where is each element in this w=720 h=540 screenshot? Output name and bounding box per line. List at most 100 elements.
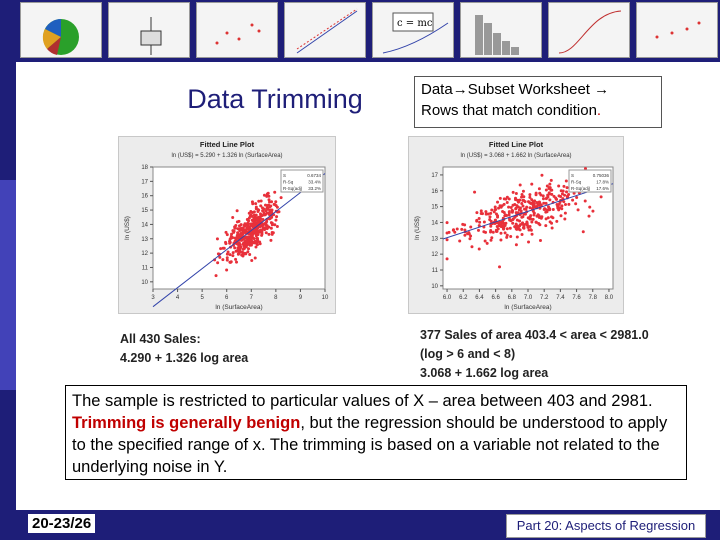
data-point (571, 198, 575, 202)
legend-stat-name: S (571, 173, 574, 178)
data-point (524, 207, 528, 211)
y-tick-label: 14 (431, 220, 438, 226)
x-tick-label: 6.8 (508, 295, 517, 301)
data-point (238, 235, 242, 239)
data-point (547, 187, 551, 191)
thumbnail-power-curve: c = mc (372, 2, 454, 58)
data-point (523, 200, 527, 204)
data-point (526, 225, 530, 229)
data-point (507, 205, 511, 209)
data-point (224, 230, 228, 234)
data-point (537, 200, 541, 204)
data-point (270, 200, 274, 204)
data-point (242, 231, 246, 235)
data-point (496, 214, 500, 218)
footer-label: Part 20: Aspects of Regression (506, 514, 706, 538)
data-point (497, 222, 501, 226)
data-point (559, 214, 563, 218)
data-point (238, 229, 242, 233)
data-point (248, 253, 252, 257)
data-point (520, 195, 524, 199)
data-point (489, 211, 493, 215)
x-tick-label: 6.2 (459, 295, 468, 301)
data-point (518, 198, 522, 202)
data-point (268, 217, 272, 221)
y-tick-label: 11 (432, 268, 439, 274)
data-point (520, 193, 524, 197)
data-point (273, 190, 277, 194)
data-point (274, 200, 278, 204)
data-point (256, 238, 260, 242)
data-point (560, 204, 564, 208)
legend-stat-value: 33.2% (308, 186, 321, 191)
data-point (533, 199, 537, 203)
data-point (482, 220, 486, 224)
data-point (520, 232, 524, 236)
data-point (230, 232, 234, 236)
data-point (507, 197, 511, 201)
data-point (557, 184, 561, 188)
data-point (539, 193, 543, 197)
data-point (564, 179, 568, 183)
y-tick-label: 16 (431, 189, 438, 195)
x-axis-label: ln (SurfaceArea) (504, 304, 551, 311)
legend-stat-value: 0.75036 (593, 173, 610, 178)
data-point (484, 212, 488, 216)
data-point (536, 203, 540, 207)
data-point (265, 204, 269, 208)
data-point (529, 228, 533, 232)
data-point (497, 206, 501, 210)
data-point (225, 268, 229, 272)
data-point (258, 242, 262, 246)
data-point (532, 213, 536, 217)
data-point (221, 258, 225, 262)
slide-number: 20-23/26 (28, 514, 96, 533)
thumbnail-pie-chart (20, 2, 102, 58)
thumbnail-cdf-curve (548, 2, 630, 58)
data-point (242, 242, 246, 246)
data-point (518, 224, 522, 228)
data-point (489, 238, 493, 242)
data-point (528, 217, 532, 221)
data-point (493, 205, 497, 209)
data-point (522, 212, 526, 216)
data-point (254, 228, 258, 232)
data-point (216, 252, 220, 256)
x-tick-label: 9 (299, 295, 303, 301)
data-point (242, 228, 246, 232)
data-point (261, 209, 265, 213)
data-point (575, 195, 579, 199)
data-point (530, 232, 534, 236)
data-point (237, 241, 241, 245)
data-point (502, 197, 506, 201)
data-point (260, 224, 264, 228)
thumbnail-box-plot (108, 2, 190, 58)
data-point (231, 215, 235, 219)
data-point (515, 204, 519, 208)
data-point (271, 231, 275, 235)
y-tick-label: 12 (431, 252, 438, 258)
data-point (499, 224, 503, 228)
data-point (520, 202, 524, 206)
legend-stat-value: 33.4% (308, 180, 321, 185)
data-point (565, 190, 569, 194)
x-tick-label: 10 (322, 295, 329, 301)
data-point (528, 193, 532, 197)
data-point (238, 250, 242, 254)
data-point (515, 235, 519, 239)
data-point (453, 230, 457, 234)
data-point (445, 257, 449, 261)
data-point (548, 182, 552, 186)
data-point (225, 233, 229, 237)
data-point (279, 196, 283, 200)
x-axis-label: ln (SurfaceArea) (215, 304, 262, 311)
data-point (479, 209, 483, 213)
data-point (235, 209, 239, 213)
data-point (460, 227, 464, 231)
data-point (248, 242, 252, 246)
data-point (544, 224, 548, 228)
data-point (505, 195, 509, 199)
fit-line (152, 173, 326, 308)
data-point (572, 191, 576, 195)
data-point (234, 238, 238, 242)
